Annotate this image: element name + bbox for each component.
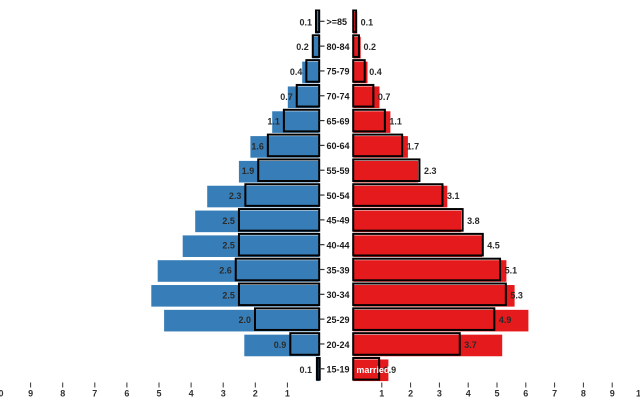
svg-text:65-69: 65-69 <box>327 116 350 126</box>
svg-text:80-84: 80-84 <box>327 42 350 52</box>
svg-text:2.5: 2.5 <box>222 241 235 251</box>
svg-text:0.2: 0.2 <box>296 42 309 52</box>
svg-text:2: 2 <box>253 389 258 399</box>
svg-text:25-29: 25-29 <box>327 315 350 325</box>
svg-text:9: 9 <box>28 389 33 399</box>
svg-text:2.5: 2.5 <box>222 290 235 300</box>
svg-text:0.1: 0.1 <box>361 17 374 27</box>
svg-text:1.7: 1.7 <box>407 141 420 151</box>
svg-text:3.7: 3.7 <box>464 340 477 350</box>
svg-text:70-74: 70-74 <box>327 92 350 102</box>
svg-text:8: 8 <box>581 389 586 399</box>
svg-text:7: 7 <box>552 389 557 399</box>
svg-text:35-39: 35-39 <box>327 265 350 275</box>
svg-text:3: 3 <box>437 389 442 399</box>
svg-text:1.1: 1.1 <box>389 117 402 127</box>
svg-text:75-79: 75-79 <box>327 67 350 77</box>
svg-text:6: 6 <box>523 389 528 399</box>
svg-text:1: 1 <box>379 389 384 399</box>
svg-text:55-59: 55-59 <box>327 166 350 176</box>
svg-text:10: 10 <box>636 389 640 399</box>
svg-text:3.8: 3.8 <box>467 216 480 226</box>
svg-text:4: 4 <box>189 389 194 399</box>
svg-text:5: 5 <box>156 389 161 399</box>
svg-text:0.1: 0.1 <box>299 17 312 27</box>
svg-text:2.5: 2.5 <box>222 216 235 226</box>
svg-text:4.5: 4.5 <box>487 241 500 251</box>
svg-text:30-34: 30-34 <box>327 290 350 300</box>
svg-text:8: 8 <box>60 389 65 399</box>
svg-text:0.7: 0.7 <box>378 92 391 102</box>
svg-text:60-64: 60-64 <box>327 141 350 151</box>
svg-text:0.7: 0.7 <box>280 92 293 102</box>
svg-text:7: 7 <box>92 389 97 399</box>
svg-text:1.9: 1.9 <box>242 166 255 176</box>
svg-text:2.3: 2.3 <box>424 166 437 176</box>
svg-text:3: 3 <box>221 389 226 399</box>
svg-text:4: 4 <box>466 389 471 399</box>
svg-text:0.1: 0.1 <box>299 365 312 375</box>
svg-text:45-49: 45-49 <box>327 216 350 226</box>
svg-text:15-19: 15-19 <box>327 365 350 375</box>
svg-text:2: 2 <box>408 389 413 399</box>
svg-text:1.6: 1.6 <box>251 141 264 151</box>
svg-text:1: 1 <box>285 389 290 399</box>
svg-text:0.4: 0.4 <box>369 67 382 77</box>
svg-text:5.3: 5.3 <box>510 290 523 300</box>
svg-text:5.1: 5.1 <box>505 266 518 276</box>
svg-text:1.1: 1.1 <box>267 117 280 127</box>
svg-text:0.9: 0.9 <box>384 365 397 375</box>
svg-text:10: 10 <box>0 389 4 399</box>
svg-text:4.9: 4.9 <box>499 315 512 325</box>
svg-text:50-54: 50-54 <box>327 191 350 201</box>
svg-text:5: 5 <box>494 389 499 399</box>
svg-text:2.0: 2.0 <box>238 315 251 325</box>
svg-text:3.1: 3.1 <box>447 191 460 201</box>
svg-text:40-44: 40-44 <box>327 240 350 250</box>
svg-text:married: married <box>356 365 389 375</box>
svg-text:9: 9 <box>610 389 615 399</box>
svg-text:0.9: 0.9 <box>274 340 287 350</box>
svg-text:>=85: >=85 <box>327 17 348 27</box>
svg-text:2.3: 2.3 <box>229 191 242 201</box>
svg-text:20-24: 20-24 <box>327 340 350 350</box>
svg-text:2.6: 2.6 <box>219 266 232 276</box>
svg-text:6: 6 <box>124 389 129 399</box>
svg-text:0.4: 0.4 <box>290 67 303 77</box>
svg-text:0.2: 0.2 <box>363 42 376 52</box>
